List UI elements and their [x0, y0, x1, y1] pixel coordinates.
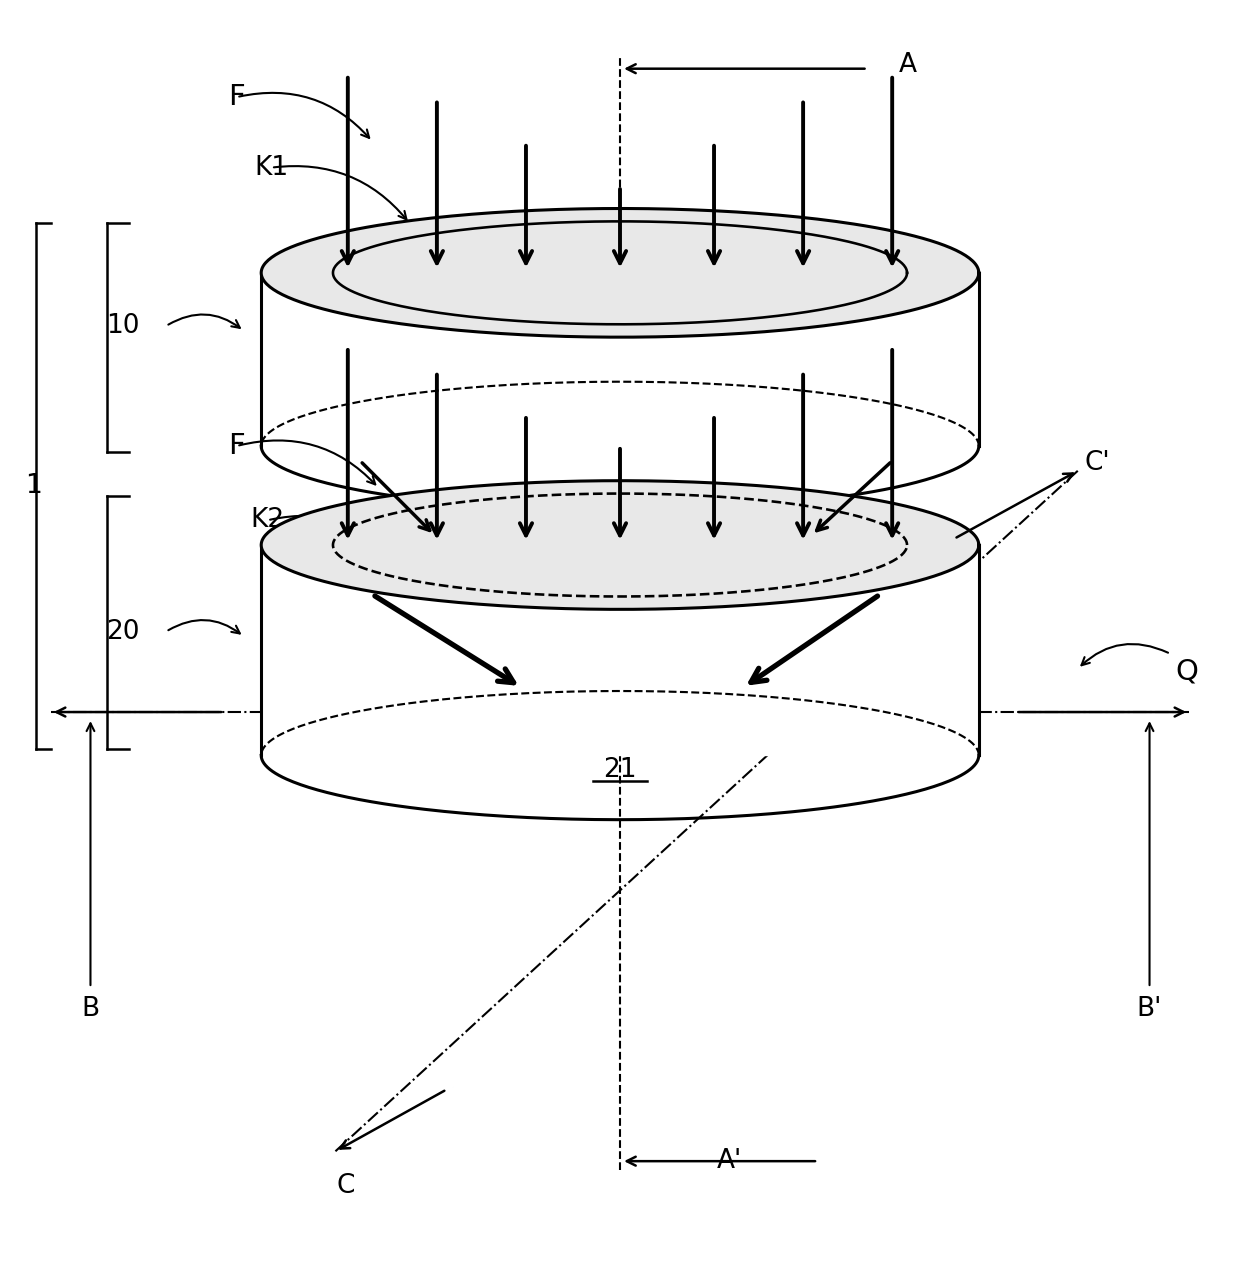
- Text: B: B: [82, 996, 99, 1021]
- Polygon shape: [262, 480, 978, 609]
- Text: K1: K1: [254, 155, 288, 180]
- Text: C': C': [1085, 451, 1110, 477]
- Text: Q: Q: [1176, 657, 1198, 685]
- Text: 10: 10: [105, 313, 139, 339]
- Text: K2: K2: [250, 507, 284, 533]
- Text: C: C: [336, 1173, 355, 1199]
- Text: 21: 21: [603, 757, 637, 783]
- Text: F: F: [228, 84, 244, 111]
- Polygon shape: [262, 273, 978, 446]
- Text: A: A: [898, 52, 916, 79]
- Text: F: F: [228, 431, 244, 460]
- Polygon shape: [262, 209, 978, 337]
- Polygon shape: [262, 545, 978, 755]
- Text: 33: 33: [680, 272, 713, 299]
- Text: 1: 1: [25, 473, 42, 498]
- Text: 11: 11: [603, 498, 637, 524]
- Text: 20: 20: [105, 618, 139, 644]
- Text: A': A': [717, 1148, 742, 1175]
- Text: B': B': [1137, 996, 1162, 1021]
